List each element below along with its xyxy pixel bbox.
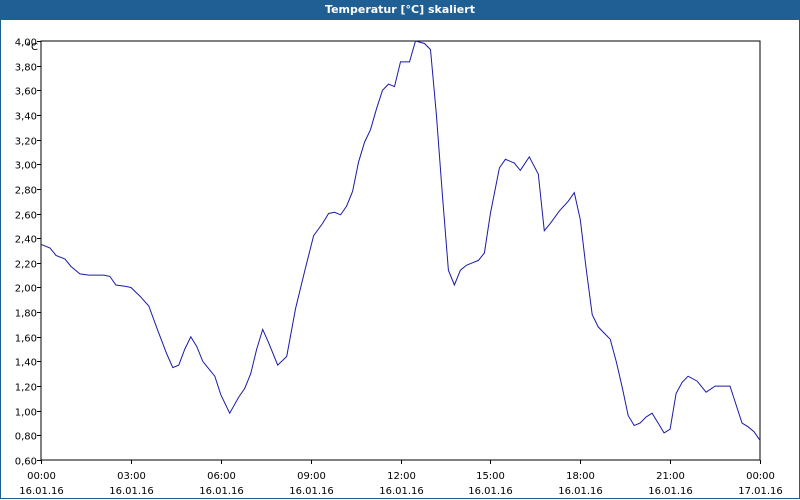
- x-tick-labels: 00:00 16.01.16 03:00 16.01.16 06:00 16.01.16 0…: [19, 471, 783, 497]
- x-tick-date-label: 17.01.16: [738, 486, 783, 497]
- y-tick-label: 3,80: [15, 63, 37, 74]
- y-tick-label: 1,80: [15, 309, 37, 320]
- axes: [37, 40, 761, 464]
- x-tick-time-label: 15:00: [476, 471, 505, 482]
- y-tick-labels: 0,60 0,80 1,00 1,20 1,40 1,60 1,80 2,00 2,20 2,40…: [15, 38, 37, 468]
- x-tick-date-label: 16.01.16: [468, 486, 513, 497]
- x-tick-time-label: 18:00: [566, 471, 595, 482]
- y-tick-label: 4,00: [15, 38, 37, 49]
- x-tick-time-label: 06:00: [207, 471, 236, 482]
- x-tick-date-label: 16.01.16: [109, 486, 154, 497]
- y-tick-label: 1,20: [15, 383, 37, 394]
- temperature-series-line: [40, 40, 761, 441]
- x-tick-time-label: 00:00: [746, 471, 775, 482]
- y-tick-label: 0,60: [15, 457, 37, 468]
- x-tick-time-label: 12:00: [387, 471, 416, 482]
- x-tick-date-label: 16.01.16: [19, 486, 64, 497]
- x-tick-date-label: 16.01.16: [648, 486, 693, 497]
- y-tick-label: 3,00: [15, 161, 37, 172]
- x-tick-time-label: 03:00: [117, 471, 146, 482]
- x-tick-date-label: 16.01.16: [289, 486, 334, 497]
- series: [40, 40, 761, 441]
- x-tick-date-label: 16.01.16: [558, 486, 603, 497]
- y-tick-label: 1,60: [15, 334, 37, 345]
- window-title: Temperatur [°C] skaliert: [0, 0, 800, 20]
- y-tick-label: 1,00: [15, 408, 37, 419]
- y-tick-label: 1,40: [15, 358, 37, 369]
- y-axis-unit-label: °C: [26, 42, 38, 53]
- y-tick-label: 3,20: [15, 137, 37, 148]
- x-tick-time-label: 21:00: [656, 471, 685, 482]
- y-tick-label: 2,00: [15, 284, 37, 295]
- x-tick-date-label: 16.01.16: [379, 486, 424, 497]
- y-tick-label: 3,60: [15, 87, 37, 98]
- y-tick-label: 2,20: [15, 260, 37, 271]
- x-tick-date-label: 16.01.16: [199, 486, 244, 497]
- plot-frame: [40, 40, 761, 461]
- x-tick-time-label: 00:00: [27, 471, 56, 482]
- x-tick-time-label: 09:00: [297, 471, 326, 482]
- y-tick-label: 0,80: [15, 432, 37, 443]
- y-tick-label: 2,60: [15, 211, 37, 222]
- y-tick-label: 2,40: [15, 235, 37, 246]
- y-tick-label: 2,80: [15, 186, 37, 197]
- y-tick-label: 3,40: [15, 112, 37, 123]
